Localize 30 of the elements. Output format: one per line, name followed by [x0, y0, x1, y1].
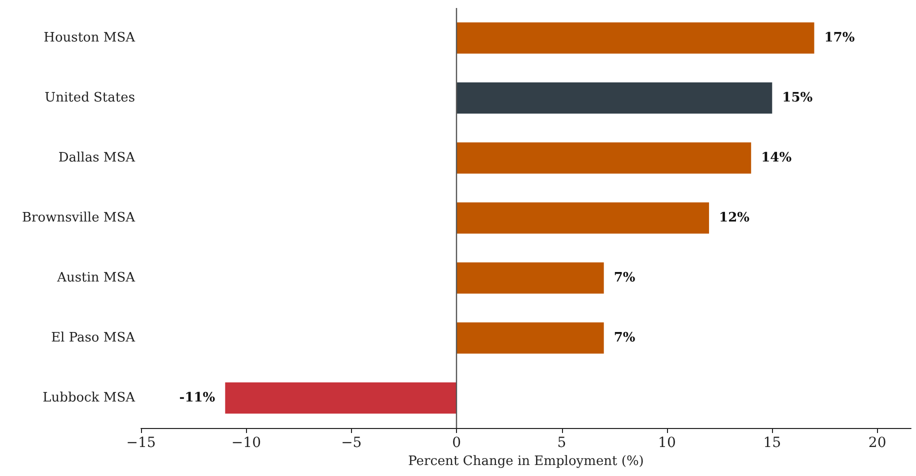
bar	[456, 142, 752, 174]
y-tick-label: El Paso MSA	[51, 330, 136, 346]
x-tick-label: −10	[231, 435, 261, 451]
y-tick-label: Houston MSA	[44, 30, 136, 46]
x-axis-title: Percent Change in Employment (%)	[408, 454, 644, 469]
bar	[456, 22, 814, 54]
x-tick-label: −15	[126, 435, 156, 451]
y-tick-label: Lubbock MSA	[42, 390, 136, 406]
data-label: 14%	[761, 150, 792, 166]
bar	[456, 82, 772, 114]
bar	[456, 262, 604, 294]
data-label: 12%	[719, 210, 750, 226]
data-label: 7%	[614, 270, 636, 286]
bar	[225, 382, 457, 414]
x-tick-label: 10	[658, 435, 676, 451]
x-tick-label: 15	[763, 435, 782, 451]
y-tick-label: Brownsville MSA	[22, 210, 136, 226]
y-tick-label: Dallas MSA	[58, 150, 136, 166]
x-tick-label: 5	[557, 435, 566, 451]
bar	[456, 322, 604, 354]
data-label: 15%	[782, 90, 814, 106]
data-label: -11%	[179, 390, 216, 406]
x-tick-label: 20	[868, 435, 886, 451]
x-tick-label: 0	[452, 435, 462, 451]
bar	[456, 202, 710, 234]
data-label: 17%	[824, 30, 856, 46]
y-tick-label: United States	[44, 90, 135, 106]
data-label: 7%	[614, 330, 636, 346]
x-tick-label: −5	[341, 435, 362, 451]
y-tick-label: Austin MSA	[56, 270, 136, 286]
